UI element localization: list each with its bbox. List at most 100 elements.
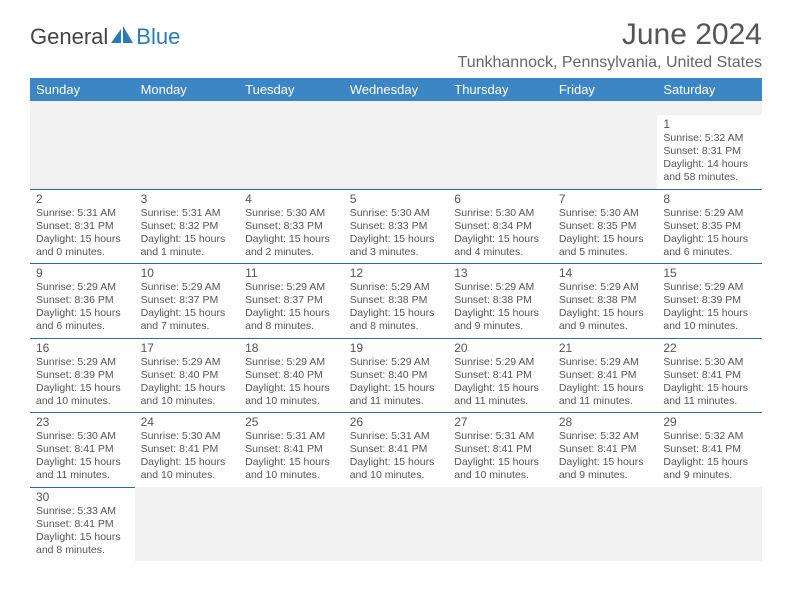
day-cell: 7Sunrise: 5:30 AMSunset: 8:35 PMDaylight… xyxy=(553,189,658,264)
empty-cell xyxy=(30,115,135,189)
day-cell: 30Sunrise: 5:33 AMSunset: 8:41 PMDayligh… xyxy=(30,487,135,561)
day-cell: 12Sunrise: 5:29 AMSunset: 8:38 PMDayligh… xyxy=(344,264,449,339)
calendar-table: SundayMondayTuesdayWednesdayThursdayFrid… xyxy=(30,78,762,561)
day-header: Saturday xyxy=(657,78,762,101)
day-info: Sunrise: 5:33 AMSunset: 8:41 PMDaylight:… xyxy=(36,505,129,558)
day-number: 29 xyxy=(663,415,756,429)
day-number: 14 xyxy=(559,266,652,280)
day-number: 22 xyxy=(663,341,756,355)
day-number: 3 xyxy=(141,192,234,206)
day-number: 1 xyxy=(663,117,756,131)
sail-icon xyxy=(111,26,133,44)
day-cell: 22Sunrise: 5:30 AMSunset: 8:41 PMDayligh… xyxy=(657,338,762,413)
day-info: Sunrise: 5:31 AMSunset: 8:41 PMDaylight:… xyxy=(454,430,547,483)
day-info: Sunrise: 5:29 AMSunset: 8:36 PMDaylight:… xyxy=(36,281,129,334)
day-info: Sunrise: 5:29 AMSunset: 8:37 PMDaylight:… xyxy=(245,281,338,334)
day-info: Sunrise: 5:31 AMSunset: 8:31 PMDaylight:… xyxy=(36,207,129,260)
day-cell: 6Sunrise: 5:30 AMSunset: 8:34 PMDaylight… xyxy=(448,189,553,264)
month-title: June 2024 xyxy=(458,18,762,52)
day-number: 2 xyxy=(36,192,129,206)
day-cell: 13Sunrise: 5:29 AMSunset: 8:38 PMDayligh… xyxy=(448,264,553,339)
day-info: Sunrise: 5:29 AMSunset: 8:40 PMDaylight:… xyxy=(245,356,338,409)
calendar-page: General Blue June 2024 Tunkhannock, Penn… xyxy=(0,0,792,571)
spacer-row xyxy=(30,101,762,115)
day-info: Sunrise: 5:32 AMSunset: 8:41 PMDaylight:… xyxy=(559,430,652,483)
day-number: 13 xyxy=(454,266,547,280)
day-info: Sunrise: 5:29 AMSunset: 8:38 PMDaylight:… xyxy=(350,281,443,334)
day-number: 23 xyxy=(36,415,129,429)
day-number: 28 xyxy=(559,415,652,429)
title-block: June 2024 Tunkhannock, Pennsylvania, Uni… xyxy=(458,18,762,76)
day-info: Sunrise: 5:31 AMSunset: 8:41 PMDaylight:… xyxy=(350,430,443,483)
calendar-row: 1Sunrise: 5:32 AMSunset: 8:31 PMDaylight… xyxy=(30,115,762,189)
day-header: Tuesday xyxy=(239,78,344,101)
location: Tunkhannock, Pennsylvania, United States xyxy=(458,54,762,72)
day-info: Sunrise: 5:32 AMSunset: 8:41 PMDaylight:… xyxy=(663,430,756,483)
day-cell: 9Sunrise: 5:29 AMSunset: 8:36 PMDaylight… xyxy=(30,264,135,339)
calendar-row: 2Sunrise: 5:31 AMSunset: 8:31 PMDaylight… xyxy=(30,189,762,264)
empty-cell xyxy=(553,487,658,561)
day-cell: 21Sunrise: 5:29 AMSunset: 8:41 PMDayligh… xyxy=(553,338,658,413)
day-info: Sunrise: 5:29 AMSunset: 8:39 PMDaylight:… xyxy=(36,356,129,409)
day-info: Sunrise: 5:32 AMSunset: 8:31 PMDaylight:… xyxy=(663,132,756,185)
day-info: Sunrise: 5:29 AMSunset: 8:38 PMDaylight:… xyxy=(454,281,547,334)
empty-cell xyxy=(135,115,240,189)
day-header: Sunday xyxy=(30,78,135,101)
brand-name-2: Blue xyxy=(136,24,180,50)
day-cell: 27Sunrise: 5:31 AMSunset: 8:41 PMDayligh… xyxy=(448,413,553,488)
day-cell: 18Sunrise: 5:29 AMSunset: 8:40 PMDayligh… xyxy=(239,338,344,413)
day-cell: 19Sunrise: 5:29 AMSunset: 8:40 PMDayligh… xyxy=(344,338,449,413)
calendar-row: 23Sunrise: 5:30 AMSunset: 8:41 PMDayligh… xyxy=(30,413,762,488)
day-cell: 23Sunrise: 5:30 AMSunset: 8:41 PMDayligh… xyxy=(30,413,135,488)
day-info: Sunrise: 5:29 AMSunset: 8:39 PMDaylight:… xyxy=(663,281,756,334)
empty-cell xyxy=(448,115,553,189)
calendar-body: 1Sunrise: 5:32 AMSunset: 8:31 PMDaylight… xyxy=(30,101,762,561)
day-info: Sunrise: 5:31 AMSunset: 8:32 PMDaylight:… xyxy=(141,207,234,260)
day-cell: 10Sunrise: 5:29 AMSunset: 8:37 PMDayligh… xyxy=(135,264,240,339)
day-info: Sunrise: 5:29 AMSunset: 8:35 PMDaylight:… xyxy=(663,207,756,260)
day-info: Sunrise: 5:29 AMSunset: 8:41 PMDaylight:… xyxy=(559,356,652,409)
day-cell: 29Sunrise: 5:32 AMSunset: 8:41 PMDayligh… xyxy=(657,413,762,488)
header: General Blue June 2024 Tunkhannock, Penn… xyxy=(30,18,762,76)
day-number: 21 xyxy=(559,341,652,355)
empty-cell xyxy=(239,487,344,561)
day-info: Sunrise: 5:31 AMSunset: 8:41 PMDaylight:… xyxy=(245,430,338,483)
brand-name-1: General xyxy=(30,24,108,50)
day-info: Sunrise: 5:30 AMSunset: 8:34 PMDaylight:… xyxy=(454,207,547,260)
day-info: Sunrise: 5:29 AMSunset: 8:37 PMDaylight:… xyxy=(141,281,234,334)
day-info: Sunrise: 5:29 AMSunset: 8:40 PMDaylight:… xyxy=(141,356,234,409)
day-number: 30 xyxy=(36,490,129,504)
day-info: Sunrise: 5:30 AMSunset: 8:41 PMDaylight:… xyxy=(663,356,756,409)
empty-cell xyxy=(448,487,553,561)
day-info: Sunrise: 5:30 AMSunset: 8:33 PMDaylight:… xyxy=(350,207,443,260)
day-number: 7 xyxy=(559,192,652,206)
day-number: 24 xyxy=(141,415,234,429)
day-info: Sunrise: 5:30 AMSunset: 8:41 PMDaylight:… xyxy=(141,430,234,483)
day-number: 16 xyxy=(36,341,129,355)
day-header: Wednesday xyxy=(344,78,449,101)
day-info: Sunrise: 5:30 AMSunset: 8:35 PMDaylight:… xyxy=(559,207,652,260)
empty-cell xyxy=(344,115,449,189)
day-number: 18 xyxy=(245,341,338,355)
day-cell: 8Sunrise: 5:29 AMSunset: 8:35 PMDaylight… xyxy=(657,189,762,264)
day-info: Sunrise: 5:30 AMSunset: 8:41 PMDaylight:… xyxy=(36,430,129,483)
day-number: 4 xyxy=(245,192,338,206)
day-cell: 3Sunrise: 5:31 AMSunset: 8:32 PMDaylight… xyxy=(135,189,240,264)
day-cell: 15Sunrise: 5:29 AMSunset: 8:39 PMDayligh… xyxy=(657,264,762,339)
day-cell: 17Sunrise: 5:29 AMSunset: 8:40 PMDayligh… xyxy=(135,338,240,413)
empty-cell xyxy=(344,487,449,561)
day-cell: 20Sunrise: 5:29 AMSunset: 8:41 PMDayligh… xyxy=(448,338,553,413)
day-cell: 11Sunrise: 5:29 AMSunset: 8:37 PMDayligh… xyxy=(239,264,344,339)
calendar-row: 30Sunrise: 5:33 AMSunset: 8:41 PMDayligh… xyxy=(30,487,762,561)
day-cell: 4Sunrise: 5:30 AMSunset: 8:33 PMDaylight… xyxy=(239,189,344,264)
day-cell: 5Sunrise: 5:30 AMSunset: 8:33 PMDaylight… xyxy=(344,189,449,264)
day-number: 25 xyxy=(245,415,338,429)
day-number: 9 xyxy=(36,266,129,280)
day-info: Sunrise: 5:29 AMSunset: 8:40 PMDaylight:… xyxy=(350,356,443,409)
day-number: 17 xyxy=(141,341,234,355)
day-cell: 16Sunrise: 5:29 AMSunset: 8:39 PMDayligh… xyxy=(30,338,135,413)
day-number: 10 xyxy=(141,266,234,280)
empty-cell xyxy=(553,115,658,189)
day-number: 5 xyxy=(350,192,443,206)
day-cell: 28Sunrise: 5:32 AMSunset: 8:41 PMDayligh… xyxy=(553,413,658,488)
